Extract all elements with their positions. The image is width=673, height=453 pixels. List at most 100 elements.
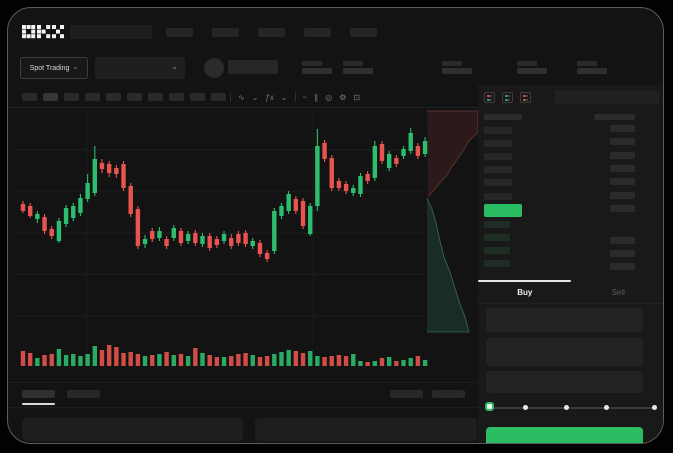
top-nav xyxy=(166,28,377,37)
candle-body xyxy=(42,217,47,231)
volume-bar xyxy=(221,357,227,366)
amount-slider-handle[interactable] xyxy=(485,402,494,411)
volume-bar xyxy=(200,353,205,366)
orderbook-row[interactable] xyxy=(610,237,635,244)
timeframe-button[interactable] xyxy=(148,93,163,101)
orderbook-row[interactable] xyxy=(484,260,510,267)
orderbook-row[interactable] xyxy=(484,127,512,134)
volume-bar xyxy=(415,356,421,366)
orderbook-row[interactable] xyxy=(610,204,635,212)
timeframe-button[interactable] xyxy=(106,93,121,101)
volume-bar xyxy=(372,361,378,366)
orderbook-row[interactable] xyxy=(484,192,512,200)
nav-item-skeleton[interactable] xyxy=(350,28,377,37)
tab-sell[interactable]: Sell xyxy=(611,287,625,297)
pair-title-skeleton xyxy=(70,25,152,39)
bottom-tab-skeleton-active[interactable] xyxy=(22,390,55,398)
chart-tool-icon[interactable]: ∥ xyxy=(314,92,319,102)
volume-bar xyxy=(20,351,26,366)
orderbook-layout-asks-icon[interactable] xyxy=(520,92,531,103)
orderbook-row[interactable] xyxy=(610,125,635,132)
candle-body xyxy=(150,231,155,239)
nav-item-skeleton[interactable] xyxy=(258,28,285,37)
orderbook-row[interactable] xyxy=(484,234,510,241)
slider-stop-dot[interactable] xyxy=(652,405,657,410)
candle-body xyxy=(214,239,220,245)
volume-bar xyxy=(207,355,212,366)
slider-stop-dot[interactable] xyxy=(564,405,569,410)
candle-body xyxy=(128,186,133,214)
orderbook-row[interactable] xyxy=(484,166,512,174)
nav-item-skeleton[interactable] xyxy=(304,28,331,37)
volume-bar xyxy=(293,351,299,366)
chart-tool-icon[interactable]: ⚙ xyxy=(339,92,347,102)
candle-body xyxy=(178,231,184,243)
chart-tool-icon[interactable]: ⊡ xyxy=(353,92,361,102)
orderbook-row[interactable] xyxy=(610,250,635,257)
orderbook-layout-bids-icon[interactable] xyxy=(502,92,513,103)
amount-slider-track[interactable] xyxy=(490,407,655,409)
slider-stop-dot[interactable] xyxy=(523,405,528,410)
chevron-down-icon: ⌄ xyxy=(171,61,178,71)
volume-bar xyxy=(343,356,349,366)
orderbook-layout-all-icon[interactable] xyxy=(484,92,495,103)
chart-tool-icon[interactable]: ⌄ xyxy=(251,92,259,102)
timeframe-button-active[interactable] xyxy=(43,93,58,101)
volume-bar xyxy=(71,354,76,366)
volume-bar xyxy=(63,355,69,366)
orderbook-row[interactable] xyxy=(484,179,512,187)
orderbook-row[interactable] xyxy=(484,140,512,148)
pair-dropdown[interactable]: ⌄ xyxy=(95,57,185,79)
bottom-tab-skeleton[interactable] xyxy=(67,390,100,398)
candle-body xyxy=(394,158,399,164)
candle-body xyxy=(329,158,334,188)
timeframe-button[interactable] xyxy=(85,93,100,101)
orderbook-row[interactable] xyxy=(610,164,635,172)
timeframe-button[interactable] xyxy=(169,93,184,101)
chart-tool-icon[interactable]: ⌄ xyxy=(280,92,288,102)
nav-item-skeleton[interactable] xyxy=(166,28,193,37)
orderbook-row[interactable] xyxy=(484,153,512,161)
chart-tool-icon[interactable]: ◎ xyxy=(325,92,333,102)
timeframe-button[interactable] xyxy=(127,93,142,101)
tab-buy[interactable]: Buy xyxy=(517,287,533,297)
orderbook-row[interactable] xyxy=(610,178,635,186)
orderbook-row[interactable] xyxy=(610,263,635,270)
bottom-panel-left[interactable] xyxy=(22,418,243,441)
orderbook-row[interactable] xyxy=(610,191,635,199)
ticker-stat xyxy=(343,61,373,74)
volume-bar xyxy=(185,356,191,366)
candle-body xyxy=(71,206,76,218)
timeframe-button[interactable] xyxy=(22,93,37,101)
candle-body xyxy=(27,206,33,216)
chart-tool-icon[interactable]: ƒx xyxy=(265,92,274,102)
bottom-action-skeleton[interactable] xyxy=(390,390,423,398)
nav-item-skeleton[interactable] xyxy=(212,28,239,37)
volume-bar xyxy=(27,353,33,366)
timeframe-button[interactable] xyxy=(211,93,226,101)
amount-input[interactable] xyxy=(486,338,643,366)
volume-bar xyxy=(128,352,133,366)
orderbook-row[interactable] xyxy=(610,138,635,146)
chart-tool-icon[interactable]: ∿ xyxy=(238,92,245,102)
ticker-stat xyxy=(577,61,607,74)
volume-bar xyxy=(164,352,169,366)
last-price-block[interactable] xyxy=(484,204,522,217)
orderbook-row[interactable] xyxy=(484,247,510,254)
bottom-panel-right[interactable] xyxy=(255,418,477,441)
candle-body xyxy=(236,234,241,243)
market-type-selector[interactable]: Spot Trading ⌄ xyxy=(20,57,88,79)
timeframe-button[interactable] xyxy=(190,93,205,101)
buy-submit-button[interactable] xyxy=(486,427,643,443)
volume-bar xyxy=(351,354,356,366)
orderbook-row[interactable] xyxy=(484,221,510,228)
timeframe-button[interactable] xyxy=(64,93,79,101)
bottom-action-skeleton[interactable] xyxy=(432,390,465,398)
orderbook-row[interactable] xyxy=(610,151,635,159)
price-input[interactable] xyxy=(486,308,643,332)
chart-tool-icon[interactable]: ~ xyxy=(302,92,308,102)
total-input[interactable] xyxy=(486,371,643,393)
volume-bar xyxy=(386,357,392,366)
slider-stop-dot[interactable] xyxy=(604,405,609,410)
